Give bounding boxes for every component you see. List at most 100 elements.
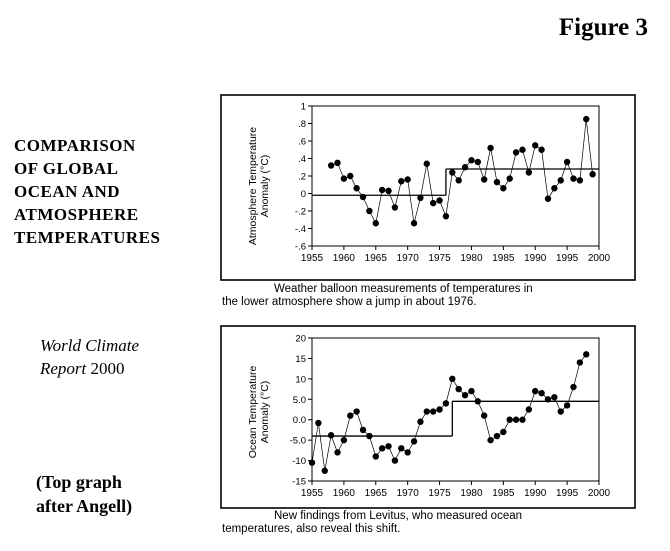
data-point <box>487 144 494 152</box>
report-title: World Climate <box>40 336 140 355</box>
report-title-2: Report <box>40 359 87 378</box>
data-point <box>423 408 430 415</box>
data-point <box>423 160 430 167</box>
data-point <box>398 178 405 185</box>
x-tick-label: 1965 <box>365 488 388 499</box>
data-point <box>455 177 462 184</box>
chart-frame <box>220 94 636 281</box>
data-point <box>347 172 354 180</box>
x-tick-label: 1985 <box>492 488 515 499</box>
y-tick-label: 0.0 <box>293 415 306 426</box>
y-axis-label-line: Ocean Temperature <box>247 366 259 459</box>
data-point <box>461 164 469 171</box>
x-tick-label: 1990 <box>524 488 547 499</box>
y-tick-label: 0 <box>301 189 306 200</box>
data-point <box>321 467 328 474</box>
caption-line: the lower atmosphere show a jump in abou… <box>222 296 477 308</box>
data-point <box>474 398 482 405</box>
data-point <box>544 195 552 202</box>
data-point <box>583 351 590 358</box>
data-point <box>512 149 520 156</box>
attribution-line: after Angell) <box>36 496 133 516</box>
data-point <box>385 187 392 195</box>
data-point <box>500 185 507 192</box>
data-point <box>563 402 571 409</box>
data-point <box>372 220 379 227</box>
data-point <box>366 207 373 215</box>
series-line <box>330 119 593 225</box>
plot-area <box>311 337 600 482</box>
y-axis-label-line: Anomaly (°C) <box>259 381 271 444</box>
x-tick-label: 1980 <box>460 253 483 264</box>
data-point <box>474 158 482 166</box>
figure-label: Figure 3 <box>558 14 648 41</box>
top-chart-caption: Weather balloon measurements of temperat… <box>222 283 622 309</box>
data-point <box>436 197 443 204</box>
data-point <box>557 408 564 415</box>
y-axis-label: Atmosphere TemperatureAnomaly (°C) <box>247 127 271 245</box>
data-point <box>347 412 354 419</box>
y-tick-label: 10 <box>295 374 306 385</box>
title-line: TEMPERATURES <box>14 228 161 247</box>
data-point <box>366 432 373 440</box>
x-tick-label: 2000 <box>588 488 611 499</box>
y-tick-label: .6 <box>298 137 306 148</box>
data-point <box>436 406 443 413</box>
title-line: OF GLOBAL <box>14 159 119 178</box>
data-point <box>589 171 596 178</box>
figure-title: COMPARISON OF GLOBAL OCEAN AND ATMOSPHER… <box>14 134 214 249</box>
y-tick-label: -.6 <box>295 242 306 253</box>
data-point <box>410 220 418 227</box>
data-point <box>481 176 488 183</box>
data-point <box>429 408 437 415</box>
data-point <box>327 162 335 169</box>
data-point <box>417 418 424 425</box>
x-tick-label: 1980 <box>460 488 483 499</box>
x-tick-label: 1955 <box>301 253 324 264</box>
y-axis-label: Ocean TemperatureAnomaly (°C) <box>247 366 271 459</box>
x-tick-label: 1975 <box>428 488 451 499</box>
data-point <box>327 432 335 439</box>
data-point <box>525 406 533 413</box>
data-point <box>308 459 316 466</box>
data-point <box>385 443 392 450</box>
data-point <box>538 389 545 397</box>
data-point <box>532 142 539 149</box>
y-tick-label: -15 <box>292 477 306 488</box>
attribution-note: (Top graph after Angell) <box>36 470 132 518</box>
data-point <box>570 175 577 182</box>
caption-line: Weather balloon measurements of temperat… <box>274 283 533 295</box>
data-point <box>481 412 488 419</box>
caption-line: New findings from Levitus, who measured … <box>274 510 523 522</box>
x-tick-label: 1970 <box>397 488 420 499</box>
caption-line: temperatures, also reveal this shift. <box>222 523 401 535</box>
data-point <box>532 387 539 395</box>
data-point <box>410 438 418 445</box>
x-tick-label: 1990 <box>524 253 547 264</box>
data-point <box>468 157 475 164</box>
y-tick-label: .8 <box>298 119 306 130</box>
x-tick-label: 1975 <box>428 253 451 264</box>
data-point <box>551 185 558 192</box>
x-tick-label: 2000 <box>588 253 611 264</box>
title-line: COMPARISON <box>14 136 136 155</box>
data-point <box>525 169 533 176</box>
data-point <box>551 394 558 401</box>
data-point <box>449 375 456 383</box>
y-tick-label: 5.0 <box>293 395 306 406</box>
data-point <box>493 178 501 186</box>
data-point <box>544 396 552 403</box>
data-point <box>334 159 341 167</box>
bottom-chart-caption: New findings from Levitus, who measured … <box>222 510 622 536</box>
data-point <box>455 385 462 393</box>
y-axis-label-line: Anomaly (°C) <box>259 155 271 218</box>
x-tick-label: 1970 <box>397 253 420 264</box>
data-point <box>500 428 507 436</box>
data-point <box>334 449 341 456</box>
title-line: ATMOSPHERE <box>14 205 139 224</box>
data-point <box>340 436 348 444</box>
y-tick-label: 1 <box>301 102 306 113</box>
x-tick-label: 1960 <box>333 488 356 499</box>
data-point <box>417 194 424 202</box>
